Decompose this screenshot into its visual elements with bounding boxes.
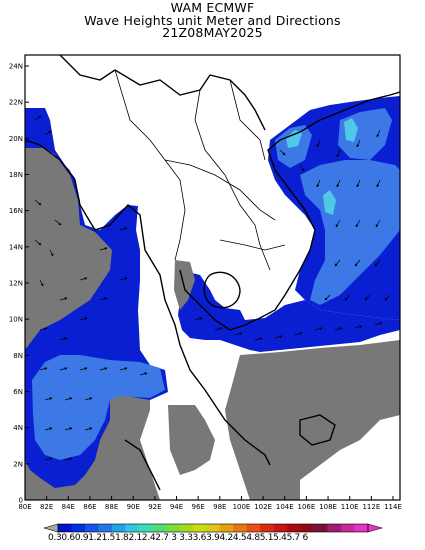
- colorbar-swatch: [260, 524, 274, 532]
- no-data-region-southeast: [225, 340, 400, 500]
- lat-label: 22N: [9, 99, 23, 107]
- lon-label: 84E: [62, 503, 75, 511]
- map-subtitle: Wave Heights unit Meter and Directions: [84, 12, 341, 28]
- lon-label: 94E: [170, 503, 183, 511]
- lat-label: 4N: [13, 424, 23, 432]
- wave-region-gulf-of-thailand: [178, 270, 400, 352]
- lon-label: 106E: [298, 503, 316, 511]
- no-data-region-malaysia-coast: [168, 405, 215, 475]
- lat-label: 16N: [9, 207, 23, 215]
- colorbar-swatch: [300, 524, 315, 532]
- colorbar-swatch: [314, 524, 328, 532]
- plot-frame: [24, 54, 401, 501]
- colorbar-swatch: [111, 524, 126, 532]
- colorbar-swatch: [192, 524, 207, 532]
- colorbar-swatch: [179, 524, 194, 532]
- colorbar-swatch: [98, 524, 113, 532]
- lat-label: 10N: [9, 316, 23, 324]
- lon-label: 104E: [276, 503, 294, 511]
- wave-region-high-3: [344, 118, 358, 142]
- lat-label: 2N: [13, 460, 23, 468]
- lat-label: 8N: [13, 352, 23, 360]
- colorbar-swatch: [273, 524, 288, 532]
- colorbar-swatch: [219, 524, 234, 532]
- lat-label: 14N: [9, 243, 23, 251]
- lon-label: 114E: [384, 503, 402, 511]
- lon-label: 92E: [148, 503, 161, 511]
- lat-label: 12N: [9, 280, 23, 288]
- longitude-axis: 80E 82E 84E 86E 88E 90E 92E 94E 96E 98E 100E 102E 10…: [18, 496, 402, 511]
- lon-label: 82E: [40, 503, 53, 511]
- lon-label: 98E: [213, 503, 226, 511]
- colorbar-swatch: [138, 524, 153, 532]
- map-title: WAM ECMWF: [170, 0, 255, 15]
- colorbar-swatch: [84, 524, 99, 532]
- colorbar-swatch: [165, 524, 180, 532]
- colorbar-swatch: [206, 524, 221, 532]
- lon-label: 110E: [341, 503, 359, 511]
- lon-label: 88E: [105, 503, 118, 511]
- colorbar-swatch: [287, 524, 301, 532]
- colorbar: [42, 523, 384, 533]
- colorbar-swatch: [71, 524, 86, 532]
- colorbar-frame: [57, 523, 369, 533]
- colorbar-swatch: [341, 524, 355, 532]
- lon-label: 96E: [192, 503, 205, 511]
- lat-label: 24N: [9, 63, 23, 71]
- wave-direction-arrows: [34, 115, 391, 461]
- lon-label: 102E: [254, 503, 272, 511]
- lat-label: 20N: [9, 135, 23, 143]
- colorbar-swatch: [327, 524, 342, 532]
- map-titles: WAM ECMWF Wave Heights unit Meter and Di…: [0, 0, 425, 40]
- colorbar-labels: 0.30.60.91.21.51.82.12.42.7 3 3.33.63.94…: [48, 533, 308, 543]
- wave-region-moderate-sw: [32, 355, 165, 460]
- wave-region-high-1: [323, 190, 336, 215]
- lon-label: 108E: [319, 503, 337, 511]
- coastlines: [25, 55, 400, 491]
- map-timestamp: 21Z08MAY2025: [162, 25, 263, 40]
- lat-label: 6N: [13, 388, 23, 396]
- wave-region-high-2: [286, 130, 302, 148]
- no-data-region-andaman: [174, 260, 195, 310]
- colorbar-swatch: [152, 524, 167, 532]
- lon-label: 86E: [83, 503, 96, 511]
- colorbar-high-arrow: [367, 523, 384, 533]
- colorbar-swatch: [354, 524, 369, 532]
- lon-label: 112E: [362, 503, 380, 511]
- lon-label: 100E: [233, 503, 251, 511]
- borders: [114, 69, 286, 271]
- lon-label: 80E: [18, 503, 31, 511]
- colorbar-swatch: [58, 524, 72, 532]
- lat-label: 18N: [9, 171, 23, 179]
- colorbar-swatch: [233, 524, 247, 532]
- colorbar-low-arrow: [42, 523, 59, 533]
- colorbar-swatch: [246, 524, 261, 532]
- lon-label: 90E: [127, 503, 140, 511]
- latitude-axis: 0 2N 4N 6N 8N 10N 12N 14N 16N 18N 20N 22N 24N: [9, 63, 29, 505]
- colorbar-swatch: [125, 524, 140, 532]
- lat-label: 0: [19, 497, 23, 505]
